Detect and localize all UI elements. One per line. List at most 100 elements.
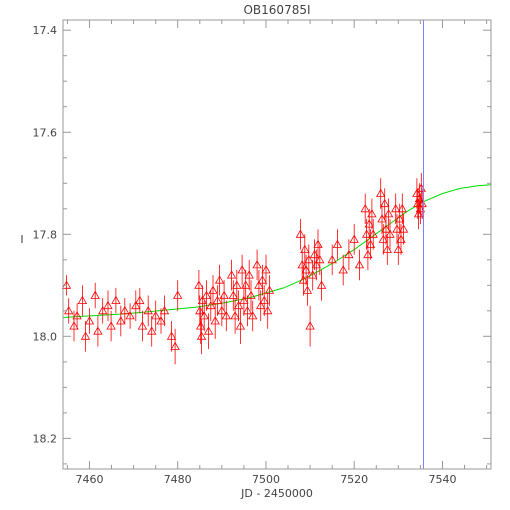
data-point <box>90 282 100 309</box>
data-point <box>254 270 264 301</box>
triangle-marker <box>385 229 395 238</box>
data-point <box>332 229 343 260</box>
data-point <box>327 244 337 276</box>
triangle-marker <box>380 198 390 208</box>
data-point <box>103 290 113 321</box>
data-point <box>69 310 79 342</box>
triangle-marker <box>111 295 121 304</box>
triangle-marker <box>230 311 240 320</box>
data-point <box>257 264 268 296</box>
triangle-marker <box>116 316 126 325</box>
triangle-marker <box>354 260 365 269</box>
data-point <box>354 249 365 281</box>
data-point <box>305 305 315 347</box>
triangle-marker <box>69 321 79 330</box>
triangle-marker <box>259 295 269 304</box>
data-point <box>137 310 148 342</box>
triangle-marker <box>376 188 386 197</box>
data-point <box>295 219 306 250</box>
data-point <box>417 188 427 219</box>
triangle-marker <box>360 203 370 213</box>
triangle-marker <box>226 270 237 279</box>
y-tick-label: 17.6 <box>33 126 58 139</box>
triangle-marker <box>93 326 103 335</box>
triangle-marker <box>338 265 348 274</box>
data-point <box>313 229 323 260</box>
triangle-marker <box>196 331 207 340</box>
triangle-marker <box>302 285 313 294</box>
triangle-marker <box>365 239 376 248</box>
triangle-marker <box>214 275 225 284</box>
triangle-marker <box>327 254 337 264</box>
data-point <box>194 270 204 301</box>
triangle-marker <box>72 311 82 320</box>
triangle-marker <box>311 260 321 269</box>
data-point <box>84 308 95 334</box>
data-point <box>116 305 126 337</box>
data-point <box>230 298 240 334</box>
data-point <box>226 259 237 291</box>
triangle-marker <box>170 341 180 350</box>
data-point <box>256 290 266 321</box>
triangle-marker <box>368 229 378 238</box>
triangle-marker <box>80 331 91 340</box>
data-point <box>173 280 183 311</box>
triangle-marker <box>106 321 116 330</box>
data-point <box>196 308 206 344</box>
triangle-marker <box>221 311 231 320</box>
data-point <box>259 285 269 316</box>
data-point <box>120 298 130 324</box>
triangle-marker <box>203 326 214 335</box>
data-point <box>233 290 244 321</box>
data-point <box>166 321 177 352</box>
data-point <box>151 300 161 332</box>
triangle-marker <box>300 244 310 253</box>
data-point <box>397 193 407 225</box>
data-point <box>261 254 271 286</box>
data-point <box>300 234 310 265</box>
triangle-marker <box>332 239 343 248</box>
chart-title: OB160785I <box>243 3 310 17</box>
data-point <box>135 287 145 314</box>
data-point <box>125 303 135 329</box>
data-point <box>377 203 387 235</box>
x-tick-label: 7500 <box>252 473 280 486</box>
x-tick-label: 7480 <box>164 473 192 486</box>
data-point <box>385 219 395 250</box>
data-point <box>80 321 91 352</box>
triangle-marker <box>315 254 325 264</box>
triangle-marker <box>381 224 391 233</box>
data-point <box>170 328 180 365</box>
triangle-marker <box>135 295 145 304</box>
data-point <box>199 300 209 332</box>
y-axis-ticks: 17.4 17.6 17.8 18.0 18.2 <box>33 24 491 465</box>
triangle-marker <box>297 260 307 269</box>
data-point <box>368 219 378 250</box>
data-point <box>111 287 121 314</box>
data-point <box>235 308 246 344</box>
data-point <box>143 295 153 327</box>
triangle-marker <box>264 285 275 294</box>
triangle-marker <box>254 280 264 289</box>
triangle-marker <box>364 219 374 228</box>
triangle-marker <box>363 249 373 259</box>
data-point <box>212 285 223 316</box>
triangle-marker <box>313 239 323 248</box>
triangle-marker <box>201 290 212 299</box>
data-point <box>383 198 394 230</box>
triangle-marker <box>417 198 427 208</box>
x-tick-label: 7520 <box>340 473 368 486</box>
triangle-marker <box>242 305 253 315</box>
triangle-marker <box>235 321 246 330</box>
triangle-marker <box>396 234 406 243</box>
triangle-marker <box>398 224 409 233</box>
triangle-marker <box>208 285 218 294</box>
triangle-marker <box>173 290 183 299</box>
triangle-marker <box>84 316 95 325</box>
data-point <box>208 275 218 306</box>
data-point <box>360 193 370 225</box>
data-point <box>93 315 103 347</box>
y-tick-label: 18.0 <box>33 330 58 343</box>
triangle-marker <box>261 265 271 274</box>
